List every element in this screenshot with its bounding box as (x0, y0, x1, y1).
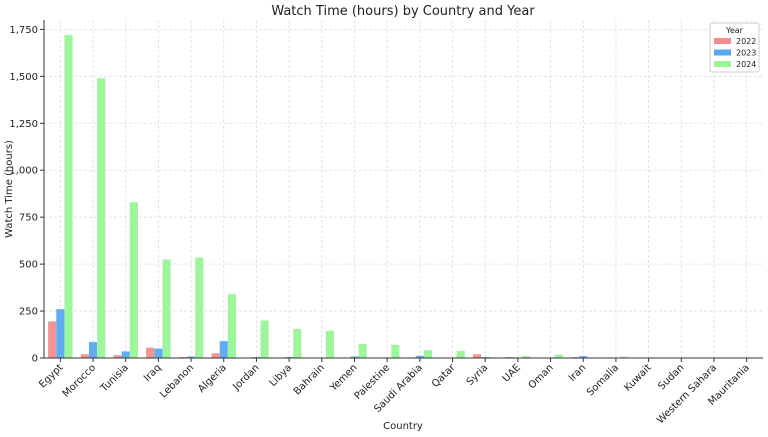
y-tick-label: 0 (32, 354, 38, 365)
x-tick-label: Iran (567, 362, 589, 384)
bar-2023-egypt (56, 309, 65, 358)
x-tick-label: Yemen (328, 362, 360, 394)
x-tick-label: Algeria (196, 362, 229, 395)
grid (44, 20, 763, 358)
y-tick-label: 250 (19, 307, 38, 318)
y-tick-label: 1,750 (9, 25, 38, 36)
y-tick-label: 1,500 (9, 72, 38, 83)
bar-2023-tunisia (121, 351, 130, 358)
bar-2022-egypt (48, 321, 57, 358)
bar-2024-algeria (227, 294, 237, 358)
x-tick-label: Libya (268, 362, 295, 389)
y-axis-label: Watch Time (hours) (4, 140, 15, 238)
y-tick-label: 1,000 (9, 166, 38, 177)
legend-swatch-2023 (714, 49, 731, 56)
x-tick-label: Bahrain (292, 362, 327, 397)
x-tick-label: Egypt (37, 362, 65, 390)
x-tick-label: Iraq (142, 362, 164, 384)
bar-2023-lebanon (186, 356, 196, 358)
bar-2024-lebanon (195, 257, 204, 358)
bar-2024-jordan (260, 320, 269, 358)
bar-2023-morocco (88, 342, 98, 358)
legend-label-2022: 2022 (736, 37, 756, 46)
x-tick-label: Western Sahara (655, 362, 719, 426)
bar-2022-morocco (80, 354, 89, 358)
x-tick-label: Morocco (61, 362, 98, 399)
bar-2023-yemen (350, 356, 359, 358)
legend-swatch-2022 (714, 38, 731, 44)
x-tick-label: Tunisia (98, 362, 131, 395)
bar-2024-saudi-arabia (423, 350, 433, 358)
x-tick-label: Somalia (585, 362, 621, 398)
legend-box (709, 22, 760, 73)
x-tick-label: Oman (527, 362, 556, 391)
bar-2022-iraq (146, 347, 155, 358)
bar-2024-iraq (162, 259, 171, 358)
legend-label-2024: 2024 (736, 60, 756, 69)
bar-2024-uae (521, 356, 531, 358)
y-ticks: 0 250 500 750 1,000 1,250 1,500 1,750 (9, 25, 44, 365)
bar-2024-bahrain (325, 330, 335, 358)
x-tick-label: Jordan (231, 362, 262, 393)
bar-2022-syria (472, 354, 482, 358)
bar-2022-algeria (211, 353, 220, 358)
bar-2023-iran (579, 356, 588, 358)
bar-2024-yemen (358, 343, 367, 358)
bars (48, 35, 727, 359)
y-tick-label: 500 (19, 260, 38, 271)
x-tick-label: Kuwait (622, 362, 653, 393)
bar-2022-tunisia (113, 355, 122, 358)
x-tick-label: Lebanon (158, 362, 196, 400)
chart-title: Watch Time (hours) by Country and Year (271, 4, 535, 19)
y-tick-label: 750 (19, 213, 38, 224)
bar-2024-morocco (97, 78, 106, 358)
x-tick-label: Syria (465, 362, 491, 388)
bar-2024-egypt (64, 35, 73, 359)
bar-2024-libya (293, 328, 302, 358)
bar-2024-somalia (620, 356, 629, 358)
y-tick-label: 1,250 (9, 119, 38, 130)
bar-2024-tunisia (129, 202, 138, 358)
axes (43, 20, 763, 359)
x-tick-label: UAE (501, 362, 523, 384)
bar-2024-qatar (456, 350, 465, 358)
bar-2023-iraq (154, 348, 163, 358)
bar-2024-palestine (391, 344, 400, 358)
x-tick-label: Qatar (430, 362, 458, 390)
x-tick-label: Sudan (656, 362, 686, 392)
bar-2024-oman (554, 354, 563, 358)
bar-2023-algeria (219, 341, 228, 358)
legend-title: Year (725, 26, 744, 35)
legend-label-2023: 2023 (736, 49, 756, 58)
legend: Year 2022 2023 2024 (709, 22, 760, 73)
legend-swatch-2024 (714, 61, 731, 67)
bar-2023-saudi-arabia (415, 355, 424, 358)
x-axis-label: Country (383, 421, 423, 432)
